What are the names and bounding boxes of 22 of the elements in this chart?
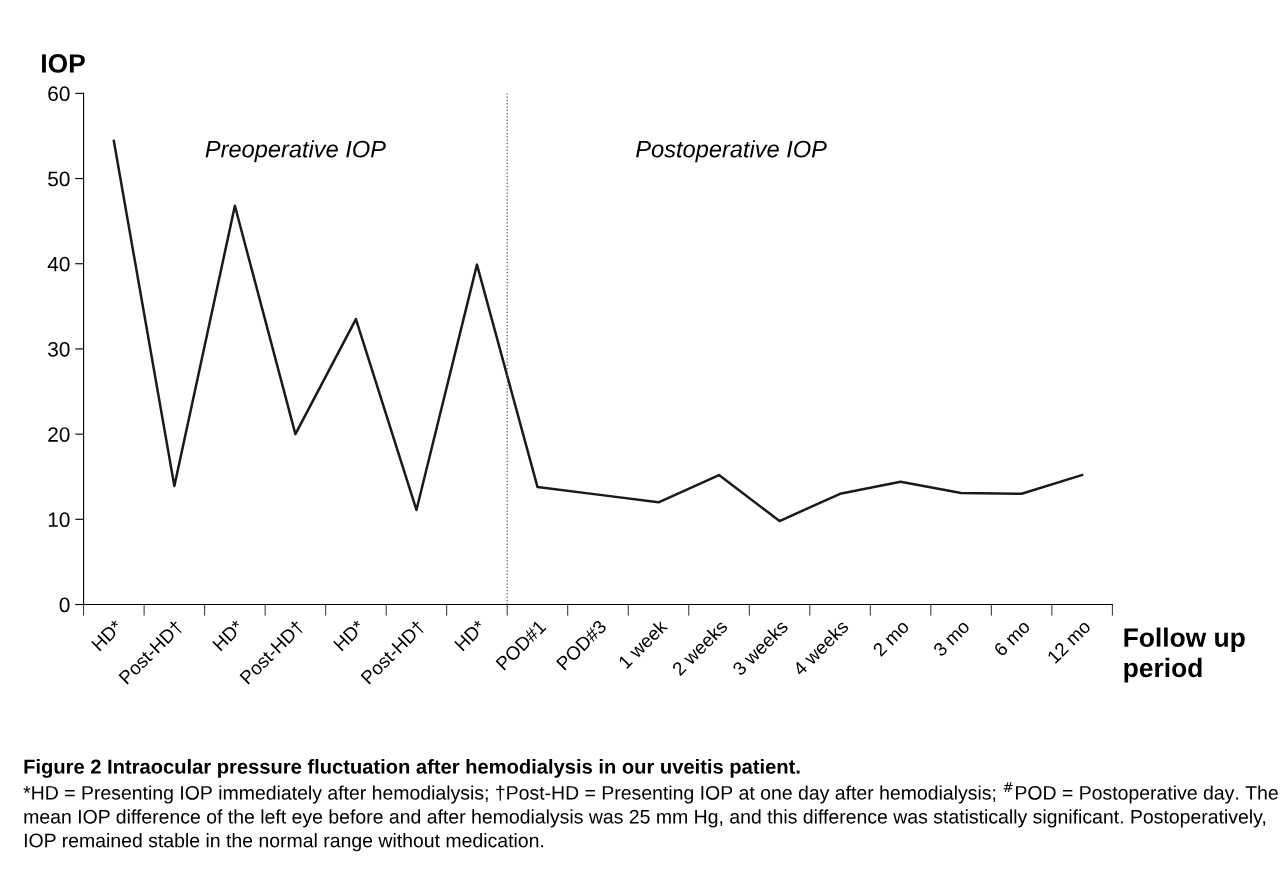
y-tick-label: 30 (48, 341, 70, 357)
y-tick-label: 40 (47, 256, 70, 272)
annotation: Postoperative IOP (636, 140, 827, 163)
y-tick-label: 60 (48, 86, 70, 102)
line-series (112, 139, 1084, 523)
annotation: Preoperative IOP (205, 140, 386, 163)
y-tick-label: 50 (48, 171, 70, 187)
x-tick-label: 2 mo (872, 619, 910, 657)
text: Figure 2 Intraocular pressure fluctuation after hemodialysis in our uveitis patient. (24, 759, 800, 778)
x-tick-label: 3 mo (932, 619, 971, 658)
x-tick-label: 6 mo (993, 619, 1031, 657)
x-tick-label: 12 mo (1046, 619, 1092, 664)
x-axis-title: Follow up period (1124, 627, 1245, 683)
x-tick-label: HD* (212, 619, 245, 652)
text: *HD = Presenting IOP immediately after hemodialysis; †Post-HD = Presenting IOP at one day after hemodialysis; $^{#}$POD = Postoperative day. The mean IOP difference of the left eye before and after hemodialysis was 25 mm Hg, and this difference was statistically significant. Postoperatively, IOP remained stable in the normal range without medication. (23, 782, 1278, 852)
x-tick-label: HD* (333, 619, 366, 652)
y-axis-title: IOP (42, 54, 85, 73)
x-tick-label: HD* (454, 619, 487, 652)
y-tick-label: 10 (48, 512, 70, 528)
y-tick-label: 0 (59, 597, 70, 613)
x-tick-label: HD* (91, 619, 124, 652)
y-tick-label: 20 (48, 427, 70, 442)
